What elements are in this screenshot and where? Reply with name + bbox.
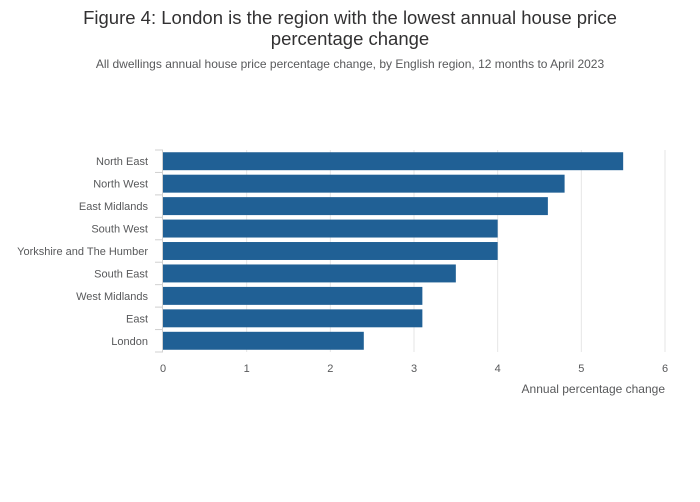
y-tick-label: East [126, 313, 148, 325]
y-axis [155, 149, 163, 353]
chart-title-line-2: percentage change [270, 28, 430, 49]
bar[interactable] [163, 219, 498, 238]
x-tick-label: 0 [160, 363, 166, 375]
x-tick-label: 2 [327, 363, 333, 375]
y-tick-label: North East [96, 156, 148, 168]
y-tick-label: North West [93, 179, 148, 191]
bars [163, 152, 624, 350]
chart-title-line-1: Figure 4: London is the region with the … [83, 7, 617, 28]
y-tick-label: Yorkshire and The Humber [17, 246, 148, 258]
y-tick-label: West Midlands [76, 291, 148, 303]
x-tick-label: 4 [495, 363, 501, 375]
bar[interactable] [163, 286, 423, 305]
bar[interactable] [163, 197, 548, 216]
bar[interactable] [163, 264, 456, 283]
y-tick-label: London [111, 336, 148, 348]
x-tick-label: 3 [411, 363, 417, 375]
x-tick-label: 5 [578, 363, 584, 375]
x-tick-label: 6 [662, 363, 668, 375]
x-tick-labels: 0 1 2 3 4 5 6 [160, 363, 668, 375]
y-tick-labels: North East North West East Midlands South W… [17, 156, 148, 348]
bar[interactable] [163, 331, 364, 350]
x-axis-title: Annual percentage change [522, 382, 666, 396]
bar[interactable] [163, 152, 624, 171]
x-tick-label: 1 [244, 363, 250, 375]
y-tick-label: South East [94, 268, 148, 280]
chart-subtitle: All dwellings annual house price percent… [95, 57, 605, 71]
y-tick-label: East Midlands [79, 201, 149, 213]
chart-title: Figure 4: London is the region with the … [0, 7, 700, 49]
bar[interactable] [163, 242, 498, 260]
y-tick-label: South West [91, 224, 148, 236]
bar[interactable] [163, 309, 423, 328]
bar[interactable] [163, 174, 565, 193]
